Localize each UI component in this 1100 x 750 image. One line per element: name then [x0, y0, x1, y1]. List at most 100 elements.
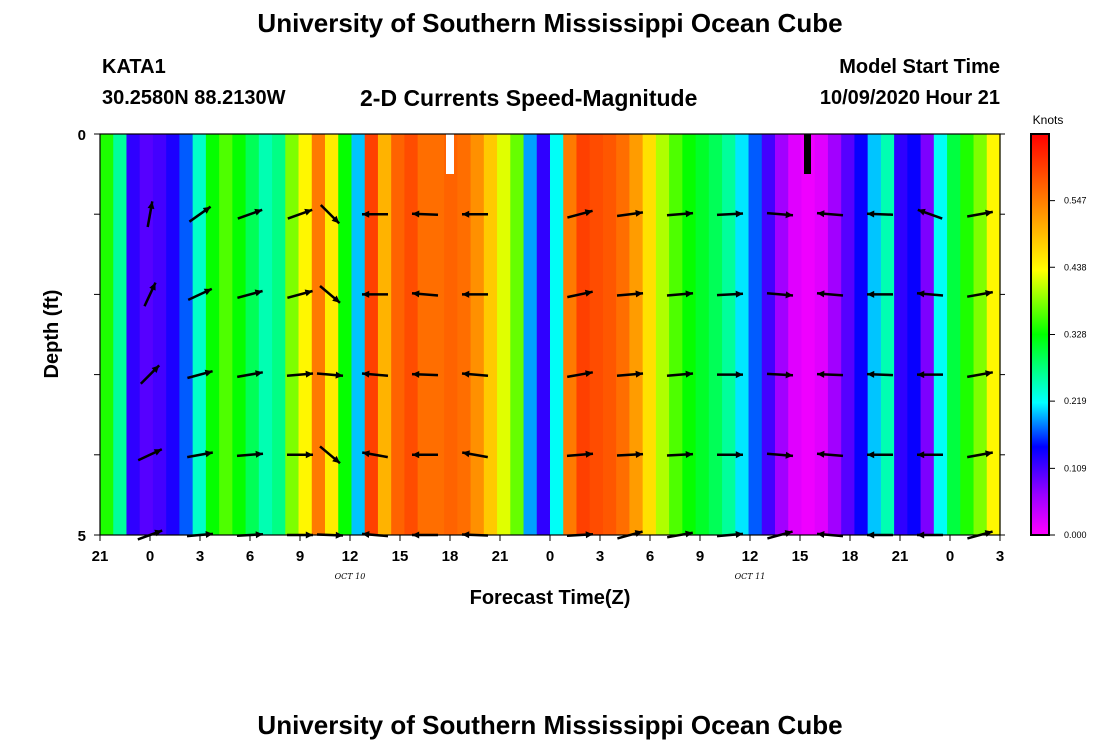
speed-column — [655, 134, 670, 535]
current-vector — [716, 290, 744, 298]
vector-head — [985, 450, 993, 458]
vector-head — [817, 210, 825, 218]
vector-head — [462, 290, 470, 298]
speed-column — [298, 134, 313, 535]
current-vector — [566, 370, 594, 379]
current-vector — [966, 370, 994, 379]
vector-head — [867, 451, 875, 459]
date-label: OCT 11 — [735, 572, 766, 581]
colorbar-tick-label: 0.000 — [1064, 530, 1087, 540]
speed-column — [933, 134, 948, 535]
current-vector — [146, 201, 155, 228]
vector-head — [412, 290, 420, 298]
vector-head — [985, 370, 993, 377]
current-vector — [666, 451, 694, 458]
vector-head — [412, 370, 420, 378]
vector-head — [685, 451, 693, 458]
speed-column — [457, 134, 472, 535]
station-coordinates: 30.2580N 88.2130W — [102, 87, 286, 109]
x-tick-label: 15 — [392, 548, 409, 565]
speed-column — [682, 134, 697, 535]
current-vector — [411, 290, 439, 298]
speed-column — [417, 134, 432, 535]
current-vector — [143, 282, 157, 307]
speed-column — [245, 134, 260, 535]
current-vector — [616, 370, 644, 378]
vector-head — [362, 450, 370, 458]
current-vector — [816, 290, 844, 298]
speed-column — [695, 134, 710, 535]
vector-head — [817, 450, 825, 458]
current-vector — [237, 208, 263, 220]
time-marker-black — [804, 134, 811, 174]
vector-head — [785, 211, 793, 219]
vector-head — [867, 210, 875, 218]
speed-column — [563, 134, 578, 535]
vector-head — [785, 291, 793, 299]
speed-column — [470, 134, 485, 535]
vector-head — [685, 290, 693, 298]
current-vector — [666, 370, 694, 378]
speed-column — [602, 134, 617, 535]
current-vector — [461, 370, 489, 378]
current-vector — [236, 370, 264, 379]
current-vector — [866, 210, 894, 218]
x-tick-label: 18 — [442, 548, 459, 565]
speed-column — [894, 134, 908, 535]
current-vector — [766, 371, 794, 379]
speed-column — [219, 134, 233, 535]
speed-column — [814, 134, 829, 535]
vector-head — [149, 282, 156, 291]
vector-head — [735, 290, 743, 298]
vector-head — [305, 451, 313, 459]
colorbar-tick-label: 0.219 — [1064, 396, 1087, 406]
vector-head — [255, 370, 263, 377]
speed-column — [285, 134, 300, 535]
speed-column — [642, 134, 657, 535]
colorbar-tick-label: 0.547 — [1064, 196, 1087, 206]
current-vector — [411, 210, 439, 218]
vector-head — [304, 208, 313, 216]
current-vector — [616, 451, 644, 458]
vector-head — [584, 209, 593, 217]
x-tick-label: 9 — [296, 548, 304, 565]
current-vector — [319, 285, 341, 304]
vector-head — [153, 449, 162, 456]
speed-column — [920, 134, 935, 535]
current-vector — [361, 370, 389, 378]
vector-head — [817, 290, 825, 298]
speed-column — [166, 134, 181, 535]
current-vector — [287, 451, 313, 459]
x-axis: 21 0 3 6 9 12 15 18 21 0 3 6 9 12 15 18 21 0 3 OCT 10 OCT 11 — [92, 535, 1004, 581]
current-vector — [319, 445, 341, 465]
speed-column — [483, 134, 498, 535]
current-vector — [137, 448, 163, 462]
speed-column — [589, 134, 604, 535]
current-vector — [287, 289, 313, 300]
date-label: OCT 10 — [335, 572, 366, 581]
y-axis: 05 — [78, 127, 1005, 545]
speed-column — [801, 134, 816, 535]
current-vector — [816, 210, 844, 218]
current-vector — [286, 370, 314, 378]
speed-heatmap — [100, 134, 1001, 535]
vector-head — [735, 371, 743, 379]
y-tick-label: 0 — [78, 127, 86, 144]
x-tick-label: 21 — [892, 548, 909, 565]
current-vector — [461, 450, 489, 459]
y-axis-label: Depth (ft) — [41, 290, 63, 379]
vector-head — [204, 369, 213, 377]
vector-head — [917, 208, 926, 216]
current-vector — [316, 371, 344, 379]
speed-column — [364, 134, 379, 535]
vector-head — [305, 370, 313, 378]
current-vector — [362, 290, 388, 298]
vector-head — [254, 208, 263, 216]
vector-head — [685, 530, 693, 538]
vector-head — [735, 210, 743, 218]
vector-head — [735, 451, 743, 459]
vector-head — [462, 450, 470, 458]
colorbar-gradient — [1030, 133, 1050, 536]
vector-head — [585, 370, 593, 377]
